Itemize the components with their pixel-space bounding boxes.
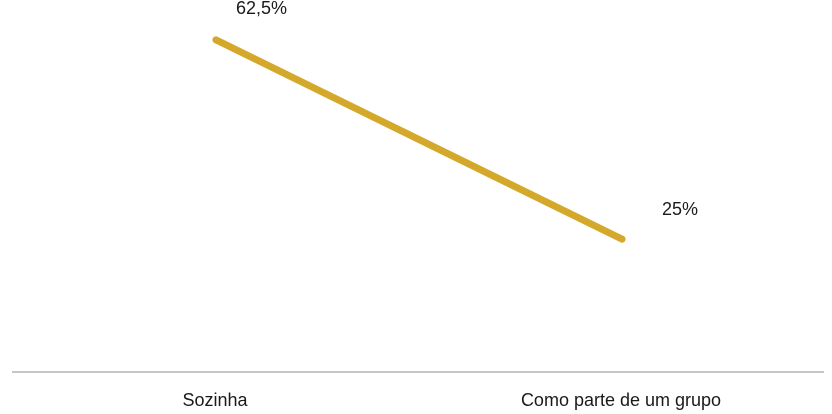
- x-tick-label-1: Como parte de um grupo: [521, 390, 721, 410]
- series-layer: [212, 36, 626, 243]
- data-label-1: 25%: [662, 199, 698, 219]
- x-tick-label-0: Sozinha: [182, 390, 248, 410]
- series-line: [212, 36, 626, 243]
- data-point-0: [212, 36, 220, 44]
- x-tick-layer: Sozinha Como parte de um grupo: [182, 390, 721, 410]
- data-point-1: [618, 235, 626, 243]
- data-label-layer: 62,5% 25%: [236, 0, 698, 219]
- data-label-0: 62,5%: [236, 0, 287, 18]
